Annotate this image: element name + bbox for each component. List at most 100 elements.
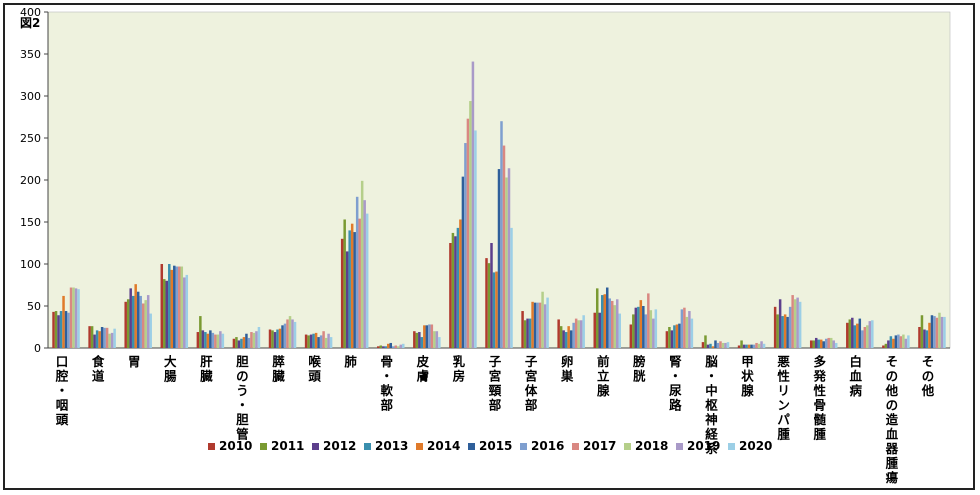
bar xyxy=(582,315,585,348)
bar xyxy=(240,338,243,348)
bar xyxy=(319,335,323,348)
bar xyxy=(327,333,330,348)
bar xyxy=(897,334,900,348)
legend-label: 2013 xyxy=(375,439,408,453)
bar xyxy=(149,313,152,348)
legend-label: 2016 xyxy=(531,439,564,453)
bar xyxy=(288,316,292,348)
bar xyxy=(809,340,813,348)
bar xyxy=(925,330,929,348)
bar xyxy=(562,330,565,348)
x-category-label: 肺 xyxy=(344,354,357,369)
bar xyxy=(312,333,315,348)
bar xyxy=(492,272,496,348)
x-category-label: 多発性骨髄腫 xyxy=(812,354,826,442)
bar xyxy=(615,299,619,348)
bar xyxy=(507,168,511,348)
bar xyxy=(632,314,635,348)
bar xyxy=(168,264,171,348)
bar xyxy=(343,219,346,348)
bar xyxy=(834,342,838,348)
bar xyxy=(196,332,200,348)
bar xyxy=(538,302,542,348)
bar xyxy=(74,288,78,348)
bar xyxy=(832,340,835,348)
bar xyxy=(882,345,885,348)
bar xyxy=(358,218,361,348)
bar xyxy=(413,331,416,348)
bar xyxy=(711,346,715,348)
bar xyxy=(363,200,366,348)
bar xyxy=(160,264,164,348)
bar xyxy=(353,232,356,348)
bar xyxy=(170,269,174,348)
bar xyxy=(110,332,114,348)
bar xyxy=(100,327,104,348)
bar xyxy=(139,295,142,348)
bar xyxy=(69,287,73,348)
bar xyxy=(221,333,225,348)
legend-swatch xyxy=(416,443,423,450)
bar xyxy=(216,334,220,348)
bar xyxy=(918,327,921,348)
bar xyxy=(776,314,779,348)
bar xyxy=(88,326,91,348)
bar xyxy=(268,329,272,348)
bar xyxy=(778,299,782,348)
bar xyxy=(603,294,606,348)
bar xyxy=(365,213,369,348)
bar xyxy=(379,345,383,348)
bar xyxy=(165,280,169,348)
bar xyxy=(673,325,676,348)
x-category-label: その他の造血器腫瘍 xyxy=(885,354,899,485)
bar xyxy=(384,346,388,348)
bar xyxy=(863,327,867,348)
bar xyxy=(889,336,893,348)
x-category-label: 甲状腺 xyxy=(741,354,754,398)
bar xyxy=(146,295,150,348)
y-tick-label: 100 xyxy=(20,258,41,271)
bar xyxy=(796,297,799,348)
bar xyxy=(206,333,210,348)
bar xyxy=(853,325,857,348)
bar xyxy=(278,328,282,348)
y-tick-label: 300 xyxy=(20,90,41,103)
bar xyxy=(415,332,419,348)
bar xyxy=(683,307,686,348)
bar xyxy=(546,297,549,348)
bar xyxy=(487,263,491,348)
bar xyxy=(649,310,653,348)
bar xyxy=(526,318,529,348)
bar xyxy=(180,266,184,348)
bar xyxy=(642,306,645,348)
bar xyxy=(459,219,462,348)
bar xyxy=(938,312,941,348)
y-tick-label: 50 xyxy=(27,300,41,313)
bar xyxy=(451,232,455,348)
legend-label: 2019 xyxy=(687,439,720,453)
bar xyxy=(871,320,874,348)
bar xyxy=(360,180,364,348)
bar xyxy=(340,238,344,348)
bar xyxy=(564,332,568,348)
bar xyxy=(286,319,289,348)
bar xyxy=(701,342,705,348)
bar xyxy=(52,311,55,348)
x-category-label: 口腔・咽頭 xyxy=(55,354,69,427)
bar xyxy=(848,319,852,348)
x-category-label: 皮膚 xyxy=(416,354,430,384)
bar xyxy=(242,337,246,348)
bar xyxy=(533,302,537,348)
bar xyxy=(688,311,691,348)
bar xyxy=(543,304,547,348)
bar xyxy=(397,346,400,348)
bar xyxy=(670,330,674,348)
bar xyxy=(345,251,349,348)
bar xyxy=(593,312,596,348)
bar xyxy=(474,130,477,348)
bar xyxy=(59,311,63,348)
bar xyxy=(714,340,717,348)
bar xyxy=(798,301,802,348)
x-category-label: 脳・中枢神経系 xyxy=(705,354,718,456)
